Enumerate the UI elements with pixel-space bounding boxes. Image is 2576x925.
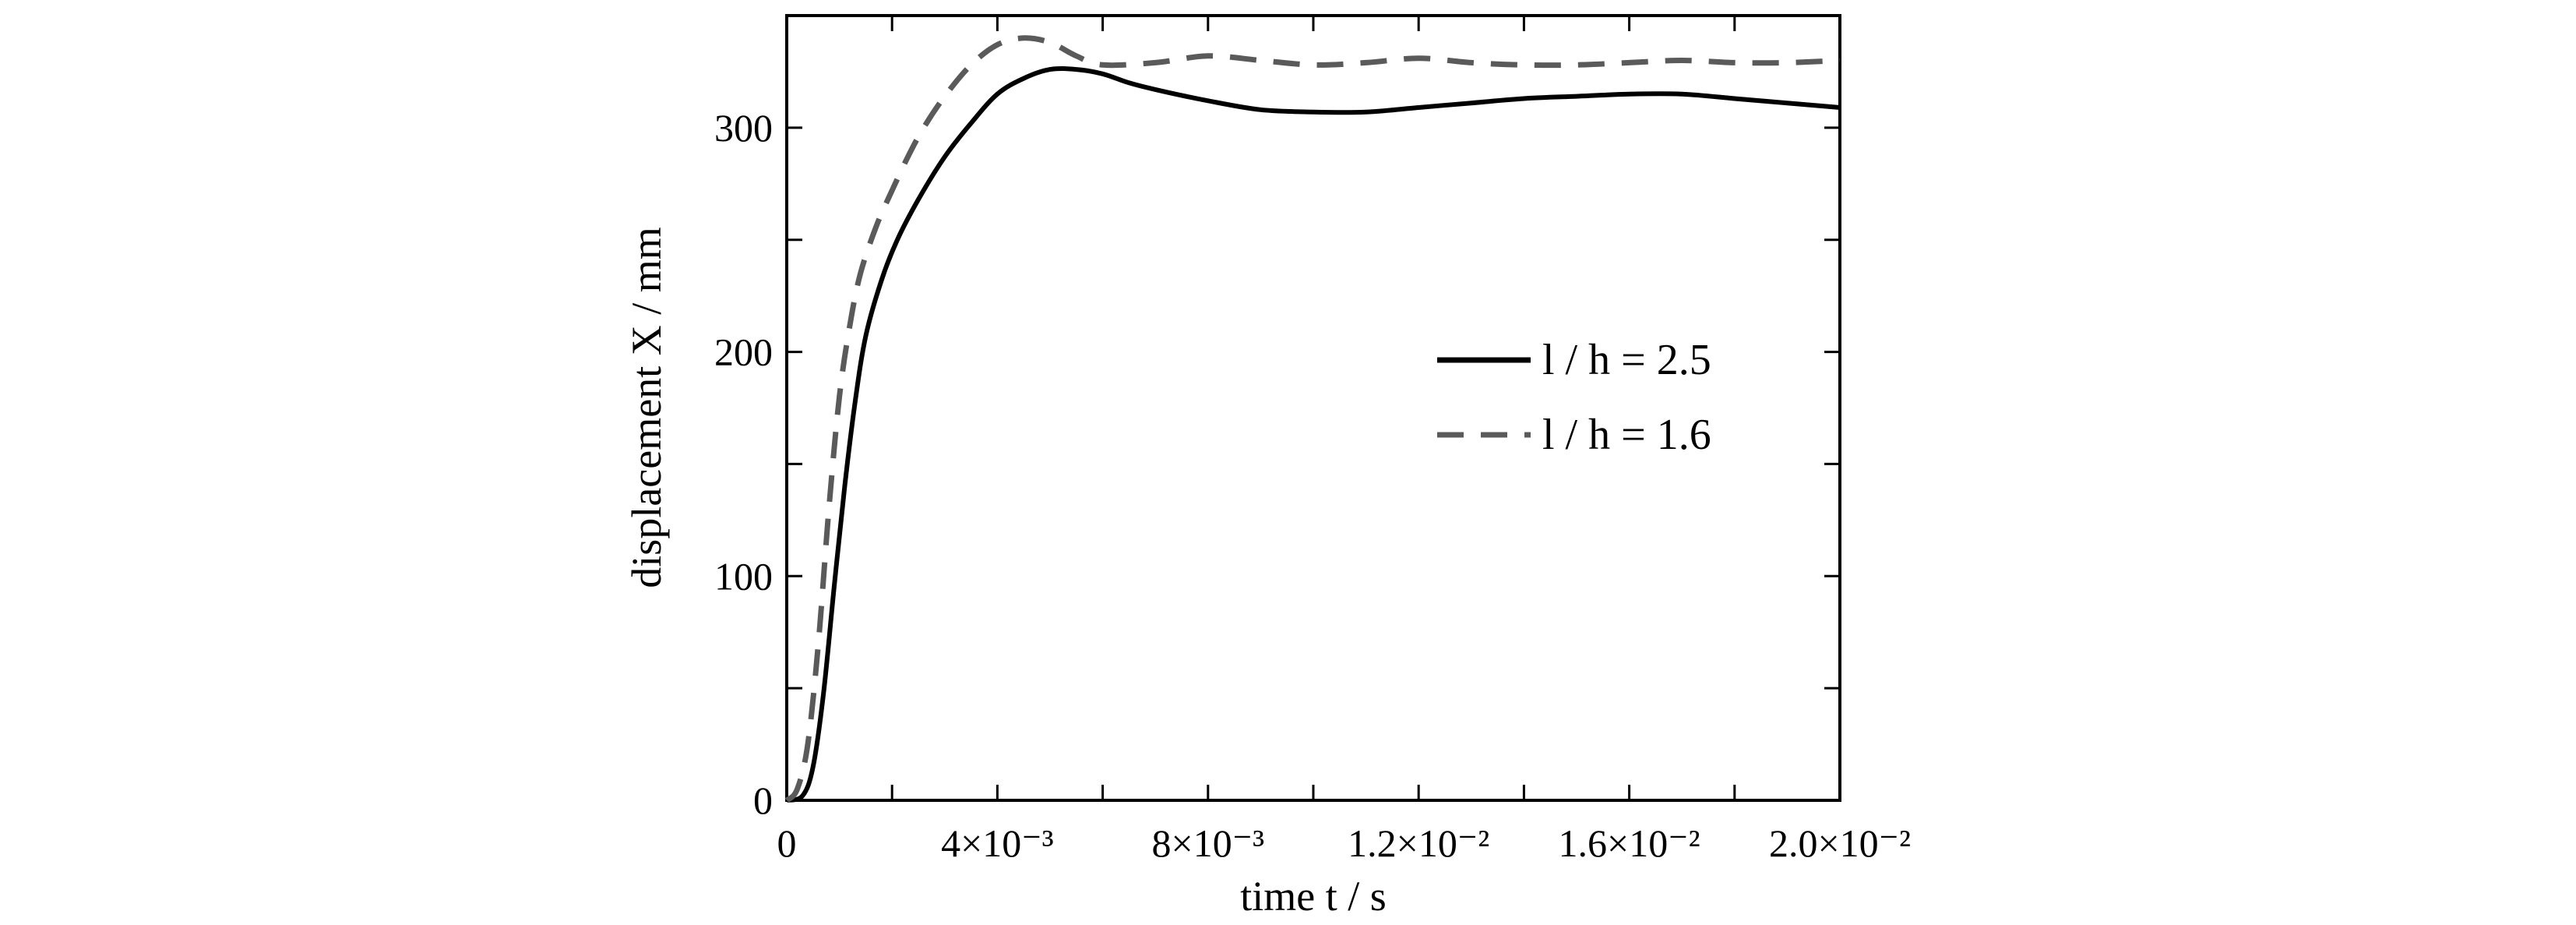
x-tick-label-3: 1.2×10⁻² [1348, 821, 1489, 865]
x-tick-label-5: 2.0×10⁻² [1769, 821, 1911, 865]
tick-labels: 0 4×10⁻³ 8×10⁻³ 1.2×10⁻² 1.6×10⁻² 2.0×10⁻² 0 10… [714, 106, 1911, 865]
x-tick-label-0: 0 [777, 821, 797, 865]
plot-frame [785, 14, 1841, 802]
x-tick-label-2: 8×10⁻³ [1152, 821, 1265, 865]
y-tick-label-1: 100 [714, 554, 773, 598]
legend: l / h = 2.5 l / h = 1.6 [1437, 336, 1711, 459]
y-tick-label-0: 0 [753, 778, 773, 822]
y-axis-label: displacement X / mm [623, 227, 670, 588]
series-line-1 [784, 35, 1841, 803]
series-lines [784, 35, 1841, 803]
y-tick-label-3: 300 [714, 106, 773, 150]
legend-label-l-h-1-6: l / h = 1.6 [1542, 411, 1711, 459]
axis-ticks [785, 14, 1841, 802]
legend-label-l-h-2-5: l / h = 2.5 [1542, 336, 1711, 384]
y-tick-label-2: 200 [714, 330, 773, 374]
x-tick-label-1: 4×10⁻³ [941, 821, 1054, 865]
series-line-0 [786, 65, 1841, 803]
x-axis-label: time t / s [1240, 873, 1387, 920]
x-tick-label-4: 1.6×10⁻² [1559, 821, 1700, 865]
